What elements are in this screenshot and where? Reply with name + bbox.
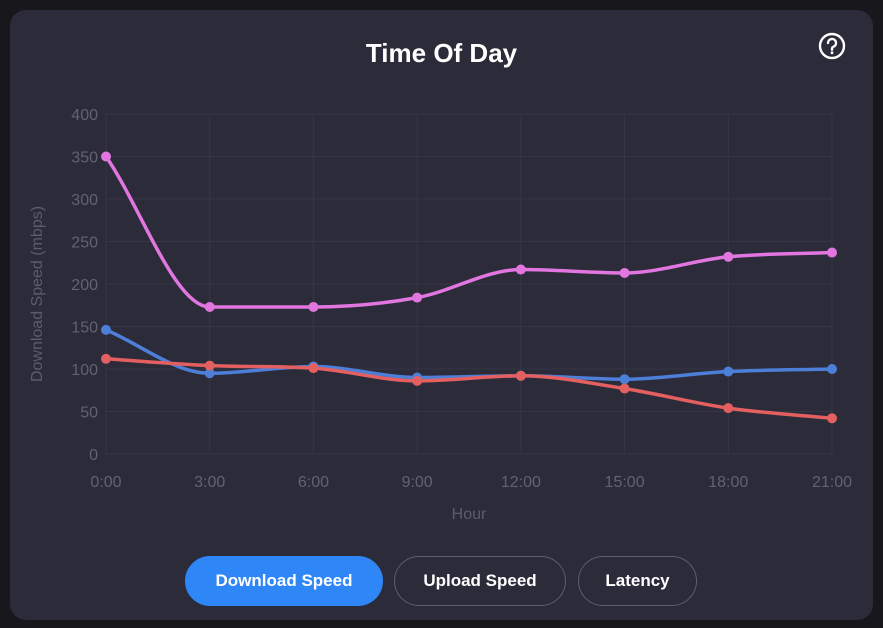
data-point[interactable] — [827, 247, 837, 258]
tab-upload-speed[interactable]: Upload Speed — [394, 556, 566, 606]
y-tick-label: 250 — [71, 235, 98, 252]
data-point[interactable] — [204, 360, 215, 371]
data-point[interactable] — [827, 364, 837, 374]
x-tick-label: 3:00 — [194, 474, 225, 491]
data-point[interactable] — [619, 383, 630, 394]
x-tick-label: 15:00 — [605, 474, 645, 491]
y-axis-title: Download Speed (mbps) — [29, 206, 46, 382]
data-point[interactable] — [204, 301, 215, 312]
data-point[interactable] — [412, 292, 423, 303]
tab-latency[interactable]: Latency — [578, 556, 697, 606]
grid — [105, 113, 833, 455]
data-point[interactable] — [619, 374, 630, 385]
y-tick-label: 0 — [89, 447, 98, 464]
x-axis-ticks: 0:00 3:00 6:00 9:00 12:00 15:00 18:00 21:00 — [90, 474, 852, 491]
x-axis-title: Hour — [452, 506, 487, 523]
x-tick-label: 21:00 — [812, 474, 852, 491]
data-point[interactable] — [412, 375, 423, 386]
line-chart: 0 50 100 150 200 250 300 350 400 0:00 3:00 6:00 9:0… — [29, 107, 852, 523]
y-axis-ticks: 0 50 100 150 200 250 300 350 400 — [71, 107, 98, 464]
data-point[interactable] — [723, 403, 734, 414]
series-line — [104, 328, 834, 381]
data-point[interactable] — [723, 251, 734, 262]
data-point[interactable] — [827, 413, 837, 424]
tab-download-speed[interactable]: Download Speed — [185, 556, 383, 606]
question-circle-icon[interactable] — [818, 32, 846, 60]
x-tick-label: 0:00 — [90, 474, 121, 491]
data-point[interactable] — [515, 264, 526, 275]
data-point[interactable] — [101, 151, 111, 162]
data-point[interactable] — [308, 301, 319, 312]
y-tick-label: 200 — [71, 277, 98, 294]
data-point[interactable] — [204, 368, 215, 379]
x-tick-label: 18:00 — [708, 474, 748, 491]
data-point[interactable] — [515, 370, 526, 381]
y-tick-label: 400 — [71, 107, 98, 124]
chart-card: Time Of Day 0 50 100 150 200 250 300 350 400 0:0… — [10, 10, 873, 620]
y-tick-label: 100 — [71, 362, 98, 379]
data-point[interactable] — [101, 353, 111, 364]
y-tick-label: 150 — [71, 320, 98, 337]
y-tick-label: 50 — [80, 405, 98, 422]
data-point[interactable] — [308, 363, 319, 374]
data-point[interactable] — [619, 267, 630, 278]
y-tick-label: 300 — [71, 192, 98, 209]
series-line — [104, 357, 834, 421]
chart-title: Time Of Day — [365, 38, 518, 68]
series — [101, 151, 837, 424]
x-tick-label: 6:00 — [298, 474, 329, 491]
y-tick-label: 350 — [71, 150, 98, 167]
data-point[interactable] — [723, 366, 734, 377]
x-tick-label: 12:00 — [501, 474, 541, 491]
data-point[interactable] — [101, 324, 111, 335]
x-tick-label: 9:00 — [402, 474, 433, 491]
